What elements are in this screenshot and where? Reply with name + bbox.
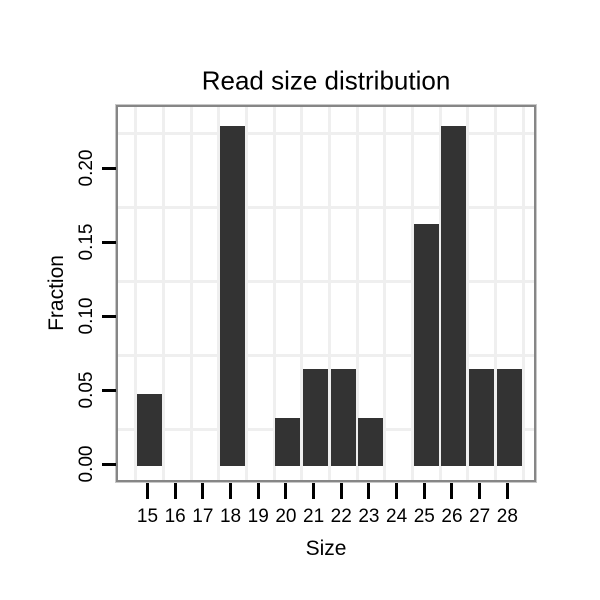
x-tick [505, 483, 509, 499]
x-tick [173, 483, 177, 499]
minor-gridline-horizontal [118, 206, 534, 209]
x-tick-label: 16 [164, 506, 186, 527]
minor-gridline-horizontal [118, 354, 534, 357]
minor-gridline-vertical [244, 107, 248, 480]
x-tick [229, 483, 233, 499]
minor-gridline-vertical [521, 107, 525, 480]
x-tick [395, 483, 399, 499]
x-tick [422, 483, 426, 499]
bar-size-18 [220, 126, 246, 467]
y-tick-label: 0.10 [76, 297, 97, 335]
x-axis-title: Size [305, 537, 347, 560]
x-tick [201, 483, 205, 499]
minor-gridline-vertical [355, 107, 359, 480]
x-tick [146, 483, 149, 499]
x-tick [478, 483, 482, 499]
y-tick-label: 0.15 [76, 223, 97, 261]
x-tick-label: 27 [469, 506, 491, 527]
minor-gridline-vertical [383, 107, 387, 480]
x-tick-label: 21 [303, 506, 325, 527]
bar-size-21 [303, 368, 329, 467]
minor-gridline-vertical [161, 107, 165, 480]
y-tick-label: 0.05 [76, 371, 97, 409]
bar-size-15 [137, 393, 162, 467]
minor-gridline-vertical [300, 107, 304, 480]
bar-size-27 [469, 368, 495, 467]
chart-title: Read size distribution [201, 65, 451, 96]
y-tick [102, 388, 116, 392]
y-tick [102, 166, 116, 170]
x-tick-label: 24 [386, 506, 408, 527]
plot-panel [116, 105, 536, 482]
x-tick-label: 19 [247, 506, 269, 527]
x-tick-label: 23 [358, 506, 380, 527]
x-tick [256, 483, 260, 499]
x-tick [367, 483, 371, 499]
x-tick-label: 17 [192, 506, 214, 527]
y-tick-label: 0.00 [76, 445, 97, 483]
x-tick-label: 22 [330, 506, 352, 527]
bar-size-23 [358, 417, 384, 467]
x-tick-label: 20 [275, 506, 297, 527]
y-tick [102, 314, 116, 318]
minor-gridline-vertical [272, 107, 276, 480]
minor-gridline-horizontal [118, 280, 534, 283]
x-tick-label: 18 [219, 506, 242, 527]
y-axis-title: Fraction [45, 255, 68, 331]
x-tick [312, 483, 316, 499]
x-tick-label: 15 [136, 506, 159, 527]
x-tick-label: 25 [413, 506, 435, 527]
x-tick-label: 28 [496, 506, 518, 527]
minor-gridline-vertical [134, 107, 138, 480]
minor-gridline-vertical [494, 107, 497, 480]
minor-gridline-vertical [466, 107, 470, 480]
minor-gridline-vertical [438, 107, 442, 480]
y-tick [102, 462, 116, 466]
bar-size-26 [441, 126, 467, 467]
minor-gridline-vertical [217, 107, 221, 480]
x-tick [339, 483, 343, 499]
minor-gridline-vertical [410, 107, 414, 480]
x-tick [450, 483, 454, 499]
bar-size-20 [275, 417, 301, 467]
y-tick-label: 0.20 [76, 149, 97, 187]
minor-gridline-vertical [327, 107, 331, 480]
x-tick-label: 26 [441, 506, 463, 527]
bar-size-28 [496, 368, 522, 467]
x-tick [284, 483, 288, 499]
bar-size-25 [413, 223, 439, 467]
y-tick [102, 240, 116, 244]
bar-size-22 [330, 368, 356, 467]
minor-gridline-vertical [189, 107, 193, 480]
minor-gridline-horizontal [118, 132, 534, 135]
